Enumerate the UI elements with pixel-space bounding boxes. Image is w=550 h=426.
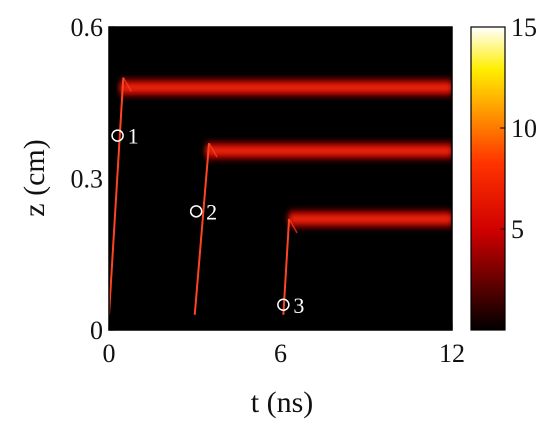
front-line-2 (193, 143, 211, 315)
band-2 (206, 146, 452, 155)
front-tail-1 (122, 77, 132, 92)
plot-background (109, 27, 452, 330)
y-axis-label: z (cm) (18, 139, 51, 216)
y-tick-label: 0.3 (71, 165, 104, 194)
heatmap-plot (109, 27, 452, 330)
marker-circle-3 (277, 298, 290, 311)
x-axis-label: t (ns) (251, 386, 314, 419)
colorbar-tick-label: 10 (511, 114, 537, 143)
marker-label-2: 2 (206, 199, 217, 224)
y-tick-label: 0 (90, 316, 103, 345)
marker-circle-1 (111, 129, 124, 142)
colorbar: 5 10 15 (470, 13, 537, 331)
colorbar-tick-label: 15 (511, 13, 537, 42)
colorbar-gradient (470, 26, 506, 331)
front-tail-2 (208, 142, 218, 158)
front-tail-3 (288, 218, 298, 234)
marker-label-1: 1 (128, 124, 139, 149)
marker-circle-2 (189, 205, 203, 218)
x-tick-label: 0 (103, 339, 116, 368)
x-tick-label: 6 (274, 339, 287, 368)
colorbar-tick-label: 5 (511, 215, 524, 244)
y-tick-label: 0.6 (71, 13, 104, 42)
front-line-1 (109, 77, 125, 315)
band-1 (120, 83, 452, 92)
band-3 (289, 214, 452, 223)
x-tick-label: 12 (439, 339, 465, 368)
marker-label-3: 3 (293, 293, 304, 318)
